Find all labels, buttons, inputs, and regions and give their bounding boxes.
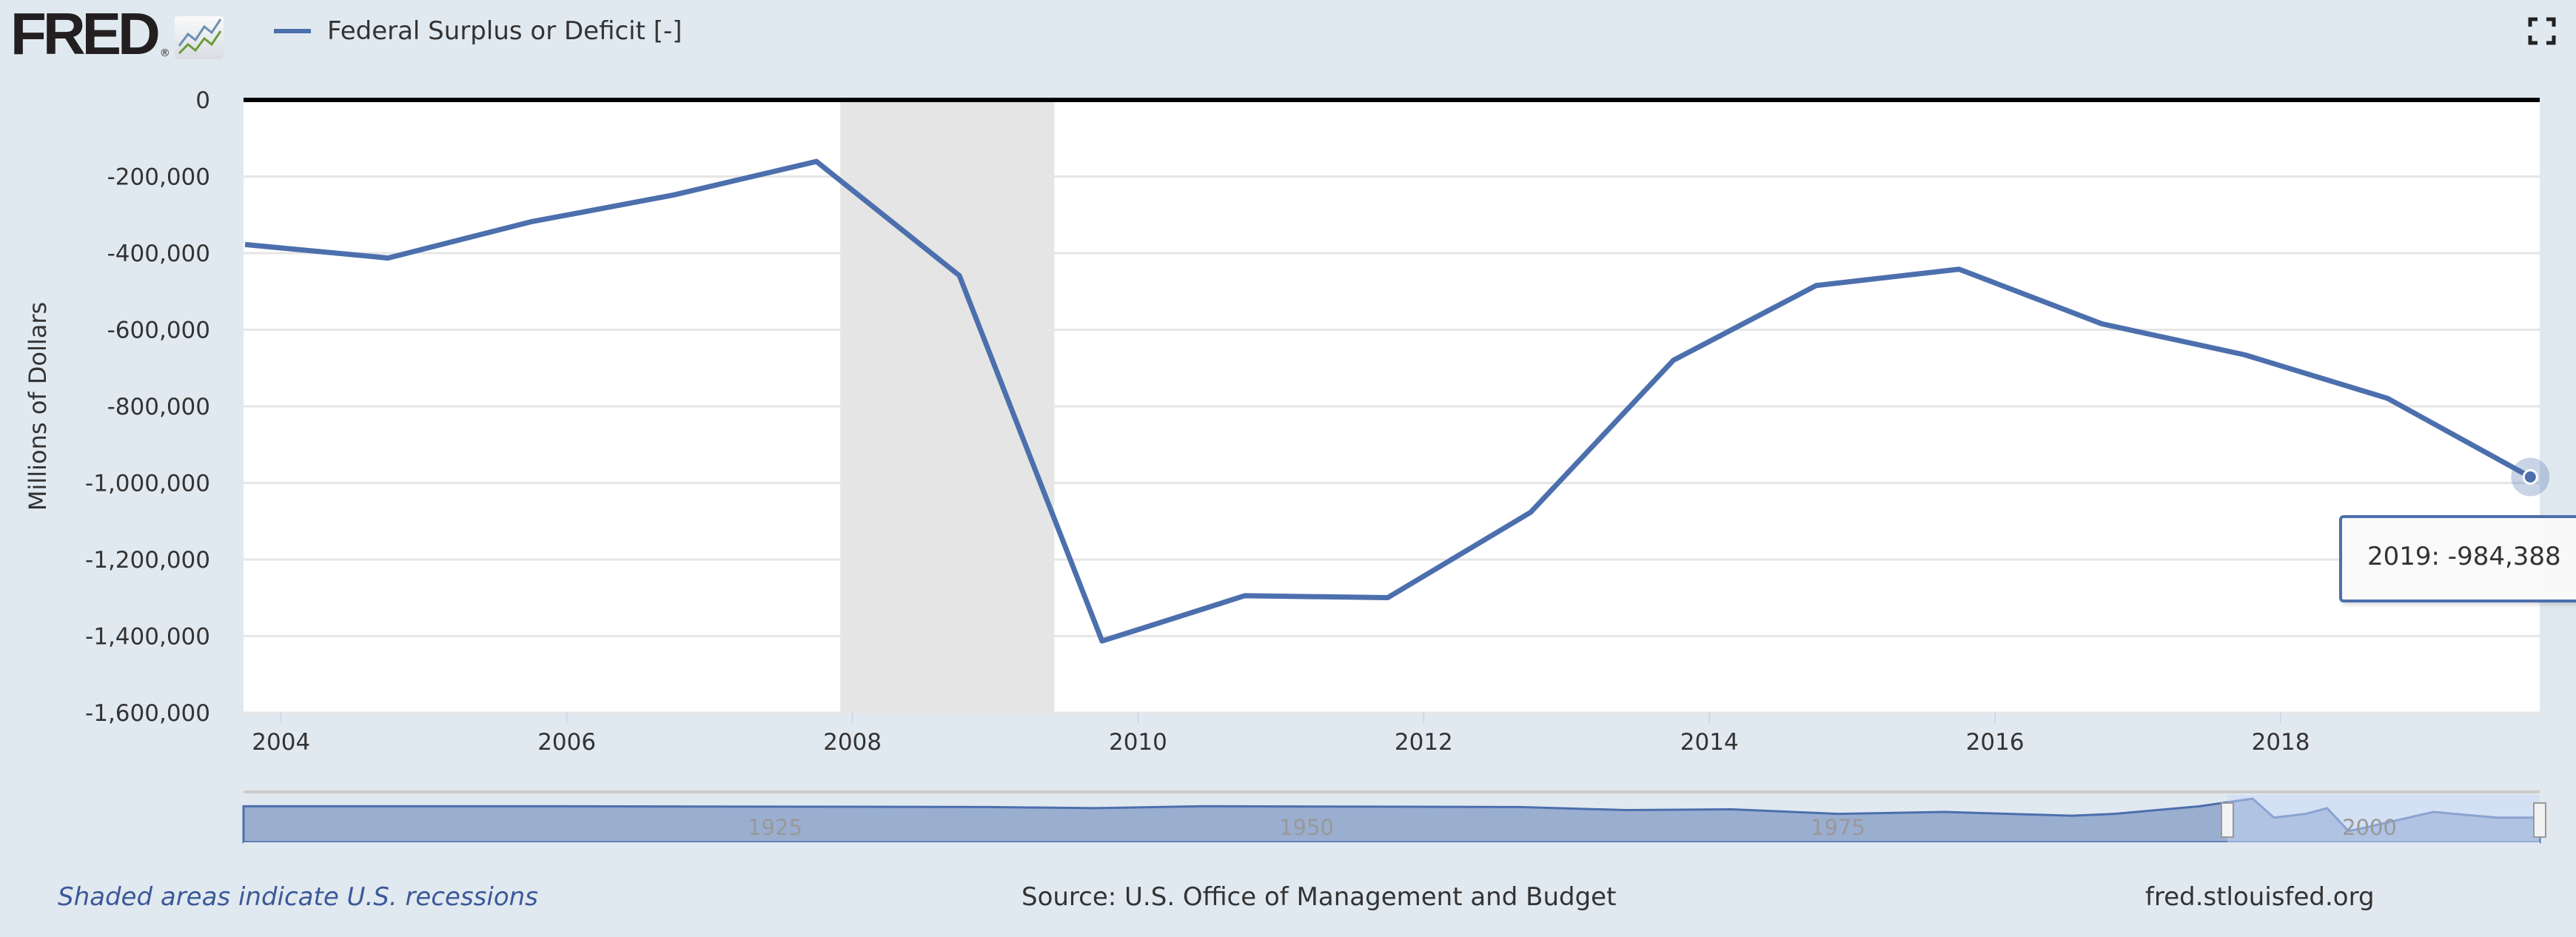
y-tick-label: 0 bbox=[195, 87, 210, 114]
y-tick-label: -1,200,000 bbox=[85, 547, 210, 574]
x-tick-label: 2006 bbox=[537, 729, 596, 756]
y-axis-title: Millions of Dollars bbox=[24, 302, 52, 511]
navigator-series bbox=[242, 797, 2541, 844]
y-tick-label: -400,000 bbox=[107, 241, 210, 267]
registered-mark: ® bbox=[159, 47, 170, 59]
site-link[interactable]: fred.stlouisfed.org bbox=[2145, 882, 2375, 912]
tooltip-value: -984,388 bbox=[2447, 542, 2561, 571]
navigator-tick-label: 1925 bbox=[748, 815, 802, 840]
navigator-selection bbox=[2227, 795, 2540, 842]
navigator-scrollbar[interactable] bbox=[244, 842, 2540, 847]
x-tick-label: 2010 bbox=[1109, 729, 1167, 756]
source-note: Source: U.S. Office of Management and Bu… bbox=[1022, 882, 1617, 912]
y-tick-label: -200,000 bbox=[107, 164, 210, 191]
logo-text: FRED bbox=[10, 1, 161, 67]
x-tick-label: 2004 bbox=[252, 729, 310, 756]
x-tick-label: 2012 bbox=[1395, 729, 1453, 756]
tooltip-date: 2019: bbox=[2367, 542, 2440, 571]
x-tick-label: 2016 bbox=[1966, 729, 2025, 756]
legend-swatch bbox=[274, 29, 311, 33]
legend[interactable]: Federal Surplus or Deficit [-] bbox=[274, 16, 682, 46]
chart-logo-icon bbox=[174, 16, 224, 59]
navigator-tick-label: 1975 bbox=[1811, 815, 1865, 840]
hovered-point bbox=[2522, 468, 2538, 485]
legend-label: Federal Surplus or Deficit [-] bbox=[327, 16, 682, 46]
x-tick-label: 2018 bbox=[2252, 729, 2310, 756]
navigator-handle[interactable] bbox=[2533, 802, 2546, 838]
y-tick-label: -1,600,000 bbox=[85, 700, 210, 727]
x-tick-label: 2008 bbox=[823, 729, 882, 756]
navigator-handle[interactable] bbox=[2221, 802, 2234, 838]
y-tick-label: -800,000 bbox=[107, 394, 210, 420]
navigator-outline bbox=[244, 790, 2540, 793]
fred-logo[interactable]: FRED ® bbox=[10, 4, 224, 64]
recession-note: Shaded areas indicate U.S. recessions bbox=[58, 882, 538, 912]
fullscreen-icon[interactable] bbox=[2527, 16, 2557, 46]
y-tick-label: -1,000,000 bbox=[85, 471, 210, 497]
y-tick-label: -1,400,000 bbox=[85, 624, 210, 651]
series-line bbox=[244, 158, 2532, 644]
y-tick-label: -600,000 bbox=[107, 318, 210, 344]
navigator-tick-label: 1950 bbox=[1279, 815, 1334, 840]
x-tick-label: 2014 bbox=[1680, 729, 1739, 756]
tooltip: 2019: -984,388 bbox=[2339, 515, 2576, 602]
navigator-tick-label: 2000 bbox=[2342, 815, 2397, 840]
